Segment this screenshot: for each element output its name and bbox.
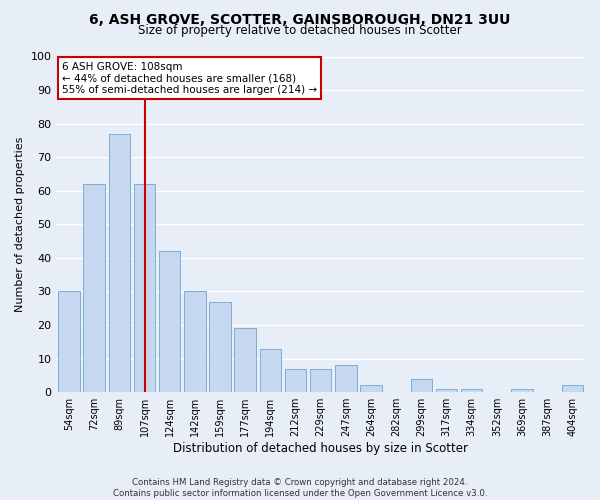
X-axis label: Distribution of detached houses by size in Scotter: Distribution of detached houses by size …: [173, 442, 468, 455]
Bar: [109, 134, 130, 392]
Bar: [184, 292, 206, 392]
Bar: [562, 386, 583, 392]
Bar: [310, 368, 331, 392]
Text: Size of property relative to detached houses in Scotter: Size of property relative to detached ho…: [138, 24, 462, 37]
Bar: [235, 328, 256, 392]
Bar: [335, 366, 356, 392]
Bar: [83, 184, 105, 392]
Text: Contains HM Land Registry data © Crown copyright and database right 2024.
Contai: Contains HM Land Registry data © Crown c…: [113, 478, 487, 498]
Y-axis label: Number of detached properties: Number of detached properties: [15, 136, 25, 312]
Bar: [410, 379, 432, 392]
Bar: [436, 389, 457, 392]
Bar: [361, 386, 382, 392]
Bar: [285, 368, 306, 392]
Bar: [511, 389, 533, 392]
Bar: [134, 184, 155, 392]
Bar: [260, 348, 281, 392]
Text: 6, ASH GROVE, SCOTTER, GAINSBOROUGH, DN21 3UU: 6, ASH GROVE, SCOTTER, GAINSBOROUGH, DN2…: [89, 12, 511, 26]
Bar: [159, 251, 181, 392]
Bar: [58, 292, 80, 392]
Bar: [209, 302, 231, 392]
Text: 6 ASH GROVE: 108sqm
← 44% of detached houses are smaller (168)
55% of semi-detac: 6 ASH GROVE: 108sqm ← 44% of detached ho…: [62, 62, 317, 94]
Bar: [461, 389, 482, 392]
